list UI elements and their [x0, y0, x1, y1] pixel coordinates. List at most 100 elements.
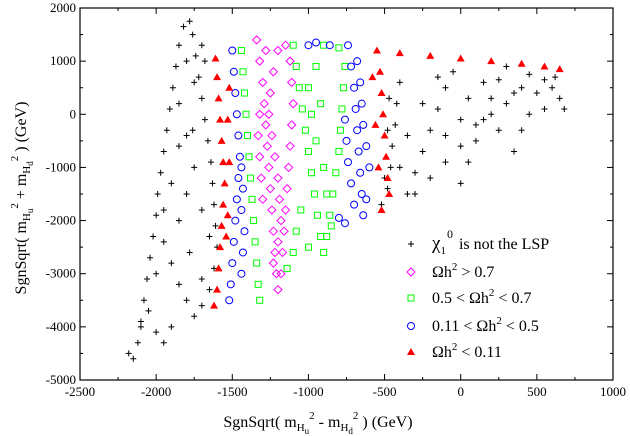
- point-plus-series-0: [396, 164, 403, 171]
- point-circle-series-3: [347, 179, 356, 188]
- legend-symbol-square: [407, 294, 415, 302]
- legend-marker-triangle: [407, 348, 415, 355]
- point-circle-series-3: [325, 41, 334, 50]
- point-circle-series-3: [359, 211, 368, 220]
- point-circle-series-3: [353, 57, 362, 66]
- point-circle-series-3: [350, 83, 359, 92]
- point-diamond-series-1: [274, 194, 285, 205]
- point-plus-series-0: [511, 148, 518, 155]
- legend-marker-circle: [407, 322, 415, 330]
- point-circle-series-3: [334, 213, 343, 222]
- point-plus-series-0: [518, 127, 525, 134]
- point-plus-series-0: [207, 159, 214, 166]
- point-diamond-series-1: [261, 45, 271, 56]
- point-plus-series-0: [495, 127, 502, 134]
- point-plus-series-0: [209, 180, 216, 187]
- point-diamond-series-1: [261, 120, 271, 130]
- y-axis-title-group: SgnSqrt( mHu2 + mHd2 ) (GeV): [9, 102, 35, 295]
- x-axis-title: SgnSqrt( mHu2 - mHd2 ) (GeV): [223, 410, 412, 436]
- point-circle-series-3: [357, 190, 366, 198]
- x-tick-label: -500: [373, 384, 397, 399]
- point-square-series-2: [307, 169, 315, 177]
- point-plus-series-0: [137, 323, 144, 330]
- point-circle-series-3: [356, 168, 365, 177]
- point-plus-series-0: [189, 31, 196, 38]
- point-plus-series-0: [180, 23, 187, 30]
- point-plus-series-0: [419, 148, 426, 155]
- point-triangle-series-4: [213, 73, 222, 81]
- point-plus-series-0: [130, 355, 137, 362]
- point-triangle-series-4: [211, 54, 220, 62]
- point-square-series-2: [304, 243, 312, 251]
- y-tick-label: -4000: [46, 319, 76, 334]
- y-tick-label: -3000: [46, 266, 76, 281]
- point-square-series-2: [237, 47, 245, 55]
- point-plus-series-0: [518, 84, 525, 91]
- point-diamond-series-1: [271, 269, 282, 279]
- point-plus-series-0: [144, 276, 151, 283]
- point-plus-series-0: [169, 84, 176, 91]
- point-plus-series-0: [472, 121, 479, 128]
- point-diamond-series-1: [259, 98, 269, 109]
- point-square-series-2: [335, 44, 343, 52]
- point-plus-series-0: [457, 180, 464, 187]
- point-circle-series-3: [365, 163, 374, 172]
- legend-marker-diamond: [406, 267, 416, 277]
- point-plus-series-0: [465, 95, 472, 102]
- point-plus-series-0: [160, 339, 167, 346]
- point-diamond-series-1: [265, 88, 276, 98]
- point-plus-series-0: [125, 350, 132, 357]
- point-circle-series-3: [226, 280, 235, 289]
- point-square-series-2: [314, 211, 322, 219]
- legend-item-011-05: 0.11 < Ωh2 < 0.5: [407, 315, 539, 335]
- point-diamond-series-1: [273, 45, 283, 56]
- point-plus-series-0: [427, 175, 434, 182]
- point-plus-series-0: [166, 105, 173, 112]
- point-triangle-series-4: [376, 67, 385, 75]
- point-plus-series-0: [145, 307, 152, 314]
- point-square-series-2: [326, 211, 334, 219]
- point-circle-series-3: [340, 219, 349, 228]
- point-circle-series-3: [362, 195, 371, 204]
- point-plus-series-0: [163, 127, 170, 134]
- point-diamond-series-1: [258, 77, 268, 88]
- point-plus-series-0: [137, 318, 144, 325]
- point-square-series-2: [317, 100, 325, 108]
- point-plus-series-0: [386, 95, 393, 102]
- point-circle-series-3: [234, 174, 243, 183]
- point-triangle-series-4: [377, 205, 386, 213]
- point-plus-series-0: [153, 270, 160, 277]
- point-circle-series-3: [232, 195, 241, 204]
- point-square-series-2: [307, 110, 315, 118]
- point-plus-series-0: [153, 329, 160, 336]
- point-diamond-series-1: [286, 120, 297, 130]
- point-square-series-2: [298, 105, 306, 113]
- legend-symbol-circle: [407, 322, 415, 330]
- point-diamond-series-1: [279, 226, 289, 236]
- point-square-series-2: [304, 147, 312, 155]
- point-triangle-series-4: [222, 232, 231, 240]
- point-square-series-2: [312, 137, 320, 145]
- point-plus-series-0: [206, 233, 213, 240]
- point-triangle-series-4: [555, 65, 564, 73]
- point-diamond-series-1: [280, 40, 291, 50]
- legend-item-not-lsp: χ10 is not the LSP: [408, 227, 549, 257]
- point-plus-series-0: [511, 90, 518, 97]
- point-circle-series-3: [231, 89, 240, 98]
- point-circle-series-3: [344, 41, 353, 50]
- point-plus-series-0: [198, 95, 205, 102]
- point-square-series-2: [283, 264, 291, 272]
- point-triangle-series-4: [213, 285, 222, 293]
- point-triangle-series-4: [225, 158, 234, 166]
- point-plus-series-0: [198, 302, 205, 309]
- point-plus-series-0: [198, 276, 205, 283]
- point-diamond-series-1: [264, 109, 274, 119]
- point-plus-series-0: [472, 137, 479, 144]
- point-plus-series-0: [198, 42, 205, 49]
- y-tick-label: -5000: [46, 372, 76, 387]
- point-plus-series-0: [488, 95, 495, 102]
- point-plus-series-0: [561, 105, 568, 112]
- point-plus-series-0: [393, 100, 400, 107]
- y-tick-label: 0: [70, 106, 77, 121]
